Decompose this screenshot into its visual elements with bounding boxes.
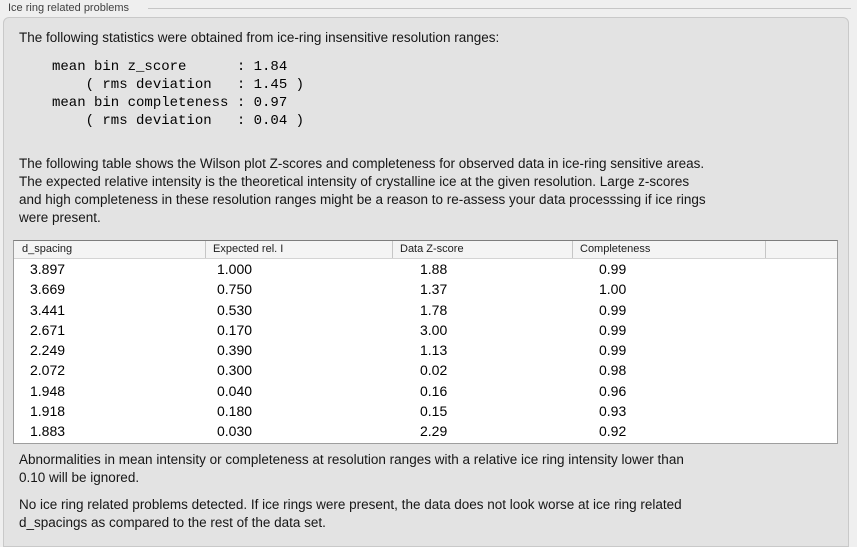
table-cell: 2.29 [420, 423, 448, 440]
ignore-note-line: Abnormalities in mean intensity or compl… [19, 452, 684, 467]
column-header-expected-rel-i[interactable]: Expected rel. I [205, 241, 392, 258]
table-cell: 0.530 [217, 301, 253, 318]
table-cell [765, 340, 837, 360]
table-cell: 0.040 [217, 382, 253, 399]
stat-completeness-rms-deviation: ( rms deviation : 0.04 ) [52, 113, 305, 129]
table-row[interactable]: 1.918 0.180 0.15 0.93 [14, 401, 837, 421]
groupbox-divider-line [148, 8, 851, 9]
ignore-note-text: Abnormalities in mean intensity or compl… [19, 451, 684, 487]
table-cell: 3.669 [30, 281, 66, 298]
table-row[interactable]: 1.948 0.040 0.16 0.96 [14, 381, 837, 401]
description-line: The following table shows the Wilson plo… [19, 156, 705, 171]
table-row[interactable]: 2.671 0.170 3.00 0.99 [14, 320, 837, 340]
column-header-d-spacing[interactable]: d_spacing [22, 243, 73, 255]
groupbox-title: Ice ring related problems [8, 2, 130, 14]
description-line: were present. [19, 210, 101, 225]
table-cell [765, 279, 837, 299]
column-header-completeness[interactable]: Completeness [572, 241, 765, 258]
table-cell [765, 401, 837, 421]
conclusion-line: No ice ring related problems detected. I… [19, 497, 682, 512]
stat-mean-bin-completeness: mean bin completeness : 0.97 [52, 95, 288, 111]
table-cell: 1.37 [420, 281, 448, 298]
table-cell [765, 320, 837, 340]
table-cell: 0.390 [217, 342, 253, 359]
table-cell: 3.00 [420, 321, 448, 338]
table-cell: 0.99 [599, 301, 627, 318]
table-cell: 1.13 [420, 342, 448, 359]
conclusion-text: No ice ring related problems detected. I… [19, 496, 682, 532]
ice-ring-problems-panel: The following statistics were obtained f… [3, 17, 849, 547]
table-cell: 2.072 [30, 362, 66, 379]
table-cell: 1.918 [30, 403, 66, 420]
table-cell: 0.93 [599, 403, 627, 420]
table-cell: 0.99 [599, 321, 627, 338]
table-cell: 0.170 [217, 321, 253, 338]
stat-mean-bin-z-score: mean bin z_score : 1.84 [52, 59, 288, 75]
table-cell: 0.15 [420, 403, 448, 420]
table-cell: 0.96 [599, 382, 627, 399]
stats-block: mean bin z_score : 1.84 ( rms deviation … [52, 58, 304, 130]
table-cell [765, 421, 837, 441]
table-body: 3.897 1.000 1.88 0.99 3.669 0.750 1.37 1.00 3.44… [14, 259, 837, 442]
ignore-note-line: 0.10 will be ignored. [19, 470, 140, 485]
table-cell: 2.249 [30, 342, 66, 359]
description-line: and high completeness in these resolutio… [19, 192, 706, 207]
table-row[interactable]: 2.072 0.300 0.02 0.98 [14, 360, 837, 380]
table-cell [765, 300, 837, 320]
table-cell: 0.98 [599, 362, 627, 379]
table-cell: 3.441 [30, 301, 66, 318]
stat-z-score-rms-deviation: ( rms deviation : 1.45 ) [52, 77, 305, 93]
description-text: The following table shows the Wilson plo… [19, 155, 706, 227]
table-cell: 1.00 [599, 281, 627, 298]
table-cell: 1.948 [30, 382, 66, 399]
table-cell [765, 381, 837, 401]
table-cell: 0.300 [217, 362, 253, 379]
table-cell [765, 360, 837, 380]
table-cell: 0.180 [217, 403, 253, 420]
table-row[interactable]: 3.441 0.530 1.78 0.99 [14, 300, 837, 320]
table-row[interactable]: 2.249 0.390 1.13 0.99 [14, 340, 837, 360]
table-cell: 0.16 [420, 382, 448, 399]
table-cell: 3.897 [30, 261, 66, 277]
table-cell: 0.99 [599, 342, 627, 359]
table-cell: 0.750 [217, 281, 253, 298]
table-row[interactable]: 3.669 0.750 1.37 1.00 [14, 279, 837, 299]
table-cell: 0.99 [599, 261, 627, 277]
table-row[interactable]: 3.897 1.000 1.88 0.99 [14, 259, 837, 279]
conclusion-line: d_spacings as compared to the rest of th… [19, 515, 326, 530]
table-cell: 0.92 [599, 423, 627, 440]
table-cell: 1.88 [420, 261, 448, 277]
ice-ring-table: d_spacing Expected rel. I Data Z-score C… [13, 240, 838, 444]
table-cell: 2.671 [30, 321, 66, 338]
table-header-row: d_spacing Expected rel. I Data Z-score C… [14, 241, 837, 259]
intro-text: The following statistics were obtained f… [19, 30, 500, 45]
table-cell: 1.78 [420, 301, 448, 318]
column-header-data-z-score[interactable]: Data Z-score [392, 241, 572, 258]
table-row[interactable]: 1.883 0.030 2.29 0.92 [14, 421, 837, 441]
table-cell: 1.000 [217, 261, 253, 277]
column-header-empty [765, 241, 837, 258]
table-cell [765, 259, 837, 279]
table-cell: 0.030 [217, 423, 253, 440]
table-cell: 0.02 [420, 362, 448, 379]
description-line: The expected relative intensity is the t… [19, 174, 690, 189]
table-cell: 1.883 [30, 423, 66, 440]
